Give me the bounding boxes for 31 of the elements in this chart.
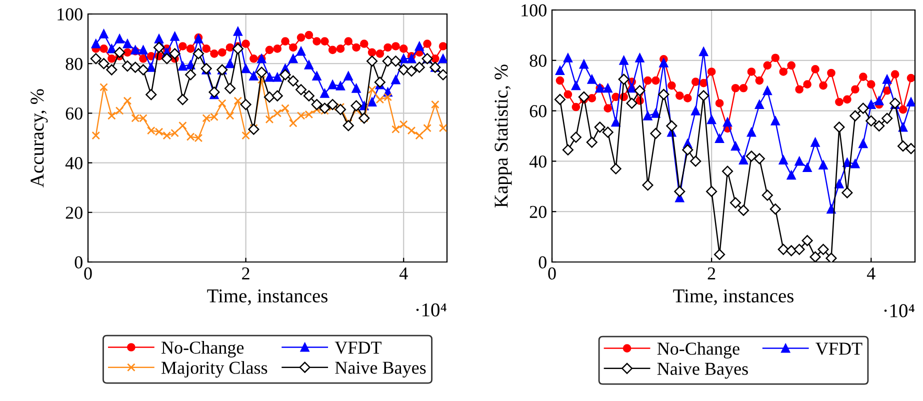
x-tick-label: 4	[399, 268, 408, 280]
y-axis-title: Kappa Statistic, %	[494, 64, 512, 208]
legend-label: VFDT	[334, 342, 382, 354]
x-tick-label: 0	[548, 267, 556, 280]
y-tick-label: 20	[530, 206, 546, 218]
y-tick-label: 60	[66, 107, 82, 120]
x-tick-label: 2	[242, 267, 250, 280]
y-tick-label: 0	[538, 256, 546, 268]
x-axis-title: Time, instances	[673, 289, 794, 306]
y-tick-label: 100	[522, 4, 546, 16]
x-tick-label: 0	[84, 267, 92, 280]
y-tick-label: 60	[530, 105, 546, 118]
y-tick-label: 40	[65, 157, 82, 170]
legend-label: No-Change	[657, 342, 740, 358]
y-tick-label: 80	[66, 58, 82, 70]
legend-label: Naive Bayes	[657, 362, 748, 379]
legend-label: VFDT	[816, 342, 862, 355]
y-tick-label: 0	[74, 256, 82, 268]
text: ·10⁴	[416, 303, 446, 316]
x-tick-label: 4	[866, 268, 876, 280]
y-axis-title: Accuracy, %	[30, 89, 48, 188]
text: ·10⁴	[884, 304, 914, 318]
legend-label: No-Change	[162, 341, 244, 358]
y-tick-label: 20	[66, 206, 82, 219]
y-tick-label: 40	[529, 155, 546, 168]
legend-label: Naive Bayes	[335, 362, 426, 378]
x-tick-label: 2	[708, 267, 716, 280]
x-axis-title: Time, instances	[207, 289, 328, 306]
y-tick-label: 100	[58, 8, 82, 20]
legend-label: Majority Class	[162, 361, 268, 378]
y-tick-label: 80	[530, 54, 546, 67]
